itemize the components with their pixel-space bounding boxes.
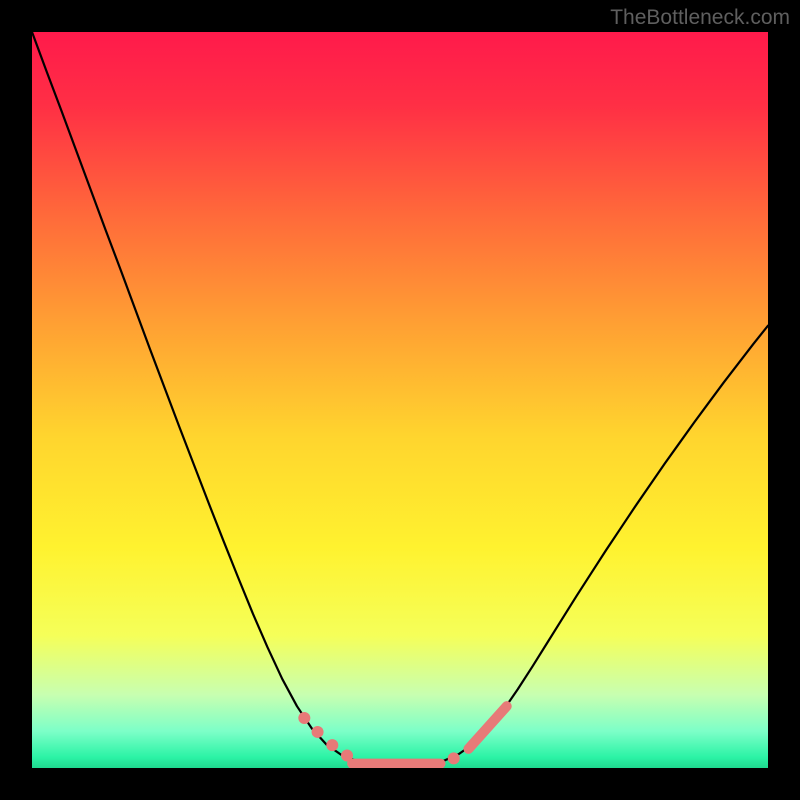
plot-area xyxy=(32,32,768,768)
marker-dot xyxy=(448,752,460,764)
marker-dot xyxy=(298,712,310,724)
watermark-text: TheBottleneck.com xyxy=(610,6,790,30)
curve-layer xyxy=(32,32,768,768)
marker-dot xyxy=(326,739,338,751)
marker-group xyxy=(298,706,506,764)
marker-bar-right xyxy=(468,706,506,749)
bottleneck-curve xyxy=(32,32,768,764)
plot-frame xyxy=(32,32,768,768)
marker-dot xyxy=(312,726,324,738)
